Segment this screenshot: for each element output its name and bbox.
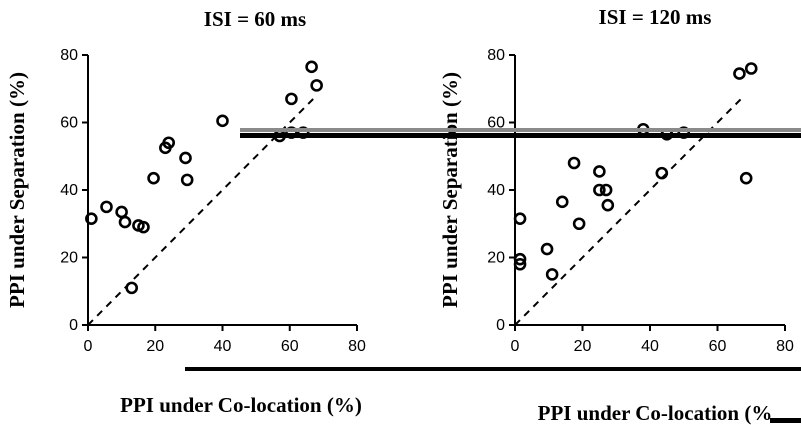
x-tick-label: 60 [709, 338, 727, 355]
data-point [180, 173, 194, 187]
identity-line [514, 94, 746, 326]
x-tick-label: 80 [348, 338, 366, 355]
y-tick-label: 0 [496, 317, 505, 334]
artifact-bar [770, 418, 801, 423]
data-point [567, 156, 581, 170]
x-tick-label: 0 [84, 338, 93, 355]
data-point [310, 79, 323, 92]
x-tick-label: 20 [574, 338, 592, 355]
data-point [593, 183, 606, 197]
data-point [599, 183, 613, 197]
artifact-bar [185, 367, 801, 371]
artifact-bar [240, 133, 801, 138]
y-axis-label: PPI under Separation (%) [5, 72, 29, 308]
data-point [601, 198, 615, 212]
y-tick-label: 80 [60, 47, 78, 64]
data-point [555, 195, 569, 209]
chart-panel-1: ISI = 60 ms 0 20 40 60 80 0 20 40 60 80 PPI under S… [5, 7, 366, 417]
x-tick-label: 40 [214, 338, 232, 355]
data-point [216, 114, 229, 128]
y-tick-label: 20 [60, 250, 78, 267]
data-point [739, 171, 753, 185]
x-tick-label: 60 [281, 338, 299, 355]
data-point [572, 217, 586, 231]
data-point [513, 257, 527, 271]
chart-panel-2: ISI = 120 ms 0 20 40 60 80 0 20 40 60 80 PPI under … [438, 5, 794, 425]
data-point [162, 136, 175, 150]
artifact-bar [240, 128, 801, 132]
data-point [147, 171, 160, 185]
data-point [540, 242, 554, 256]
x-tick-label: 0 [511, 338, 520, 355]
data-point [118, 215, 132, 229]
data-point [115, 205, 128, 219]
y-axis-label: PPI under Separation (%) [438, 72, 462, 308]
y-tick-label: 20 [487, 250, 505, 267]
data-point [655, 166, 669, 180]
data-point [85, 212, 98, 225]
chart-title: ISI = 120 ms [599, 5, 712, 29]
x-tick-label: 40 [641, 338, 659, 355]
y-tick-label: 0 [69, 317, 78, 334]
y-tick-label: 40 [60, 182, 78, 199]
y-tick-label: 80 [487, 47, 505, 64]
data-point [305, 60, 318, 74]
chart-title: ISI = 60 ms [204, 7, 306, 31]
data-point [545, 268, 559, 281]
y-tick-label: 40 [487, 182, 505, 199]
x-axis-label: PPI under Co-location (% [538, 401, 773, 425]
data-point [125, 281, 139, 295]
x-tick-label: 20 [146, 338, 164, 355]
data-point [593, 165, 606, 178]
data-point [744, 62, 758, 75]
data-point [137, 220, 150, 234]
data-point [285, 92, 298, 106]
y-tick-label: 60 [60, 115, 78, 132]
data-point [513, 252, 527, 266]
x-tick-label: 80 [776, 338, 794, 355]
data-point [513, 212, 527, 225]
x-axis-label: PPI under Co-location (%) [120, 393, 362, 417]
data-point [100, 200, 113, 214]
y-tick-label: 60 [487, 115, 505, 132]
data-point [179, 151, 192, 165]
data-point [733, 67, 746, 80]
